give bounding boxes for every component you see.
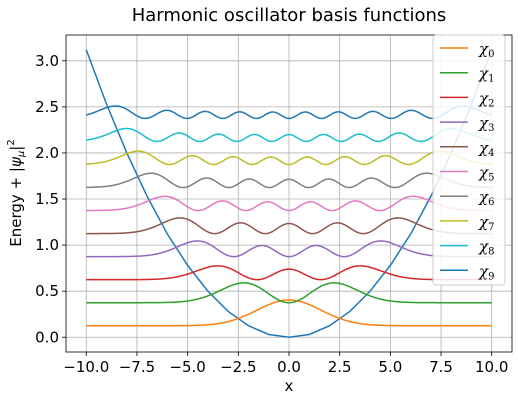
x-tick-label: 10.0 <box>475 358 508 376</box>
series-line-chi-2 <box>86 265 492 281</box>
y-tick-label: 1.5 <box>35 190 59 208</box>
y-tick-label: 0.5 <box>35 282 59 300</box>
y-tick-label: 2.5 <box>35 98 59 116</box>
y-tick-label: 2.0 <box>35 144 59 162</box>
legend: χ0 χ1 χ2 χ3 χ4 χ5 χ6 χ7 χ8 χ9 <box>432 34 506 286</box>
y-label-sup: 2 <box>6 139 17 145</box>
legend-label: χ8 <box>478 238 494 258</box>
x-axis-label: x <box>285 377 294 395</box>
legend-label: χ7 <box>478 213 494 233</box>
legend-label: χ3 <box>478 114 494 134</box>
plot-area <box>85 49 493 339</box>
y-tick-label: 0.0 <box>35 328 59 346</box>
series-line-chi-4 <box>86 217 492 235</box>
series-line-chi-6 <box>86 172 492 189</box>
series-line-chi-5 <box>86 195 492 212</box>
x-tick-label: 0.0 <box>277 358 301 376</box>
potential-curve <box>85 49 493 339</box>
legend-label: χ5 <box>478 164 494 184</box>
x-tick-label: −2.5 <box>220 358 256 376</box>
x-tick-label: 5.0 <box>378 358 402 376</box>
x-tick-label: −10.0 <box>63 358 109 376</box>
y-tick-label: 3.0 <box>35 52 59 70</box>
legend-label: χ2 <box>478 89 494 109</box>
legend-label: χ0 <box>478 40 494 60</box>
y-tick-label: 1.0 <box>35 236 59 254</box>
series-line-chi-3 <box>86 240 492 258</box>
x-tick-label: 7.5 <box>429 358 453 376</box>
series-line-chi-7 <box>86 150 492 166</box>
x-tick-label: 2.5 <box>328 358 352 376</box>
y-label-tail: | <box>7 146 25 151</box>
x-tick-label: −5.0 <box>169 358 205 376</box>
legend-label: χ9 <box>478 262 494 282</box>
chart-title: Harmonic oscillator basis functions <box>132 5 447 26</box>
x-tick-label: −7.5 <box>119 358 155 376</box>
legend-label: χ4 <box>478 139 494 159</box>
y-label-main: Energy + | <box>7 167 25 247</box>
y-label-sub: μ <box>16 151 27 158</box>
series-line-chi-1 <box>86 282 492 304</box>
series-line-chi-0 <box>86 299 492 327</box>
axis-ticks: −10.0 −7.5 −5.0 −2.5 0.0 2.5 5.0 7.5 10.0 0.0 0.5 1… <box>35 52 508 376</box>
y-label-psi: ψ <box>7 156 25 167</box>
series-line-chi-8 <box>86 127 492 143</box>
series-line-chi-9 <box>86 105 492 120</box>
legend-label: χ1 <box>478 65 494 85</box>
legend-label: χ6 <box>478 188 494 208</box>
y-axis-label: Energy + |ψμ|2 <box>6 139 27 246</box>
